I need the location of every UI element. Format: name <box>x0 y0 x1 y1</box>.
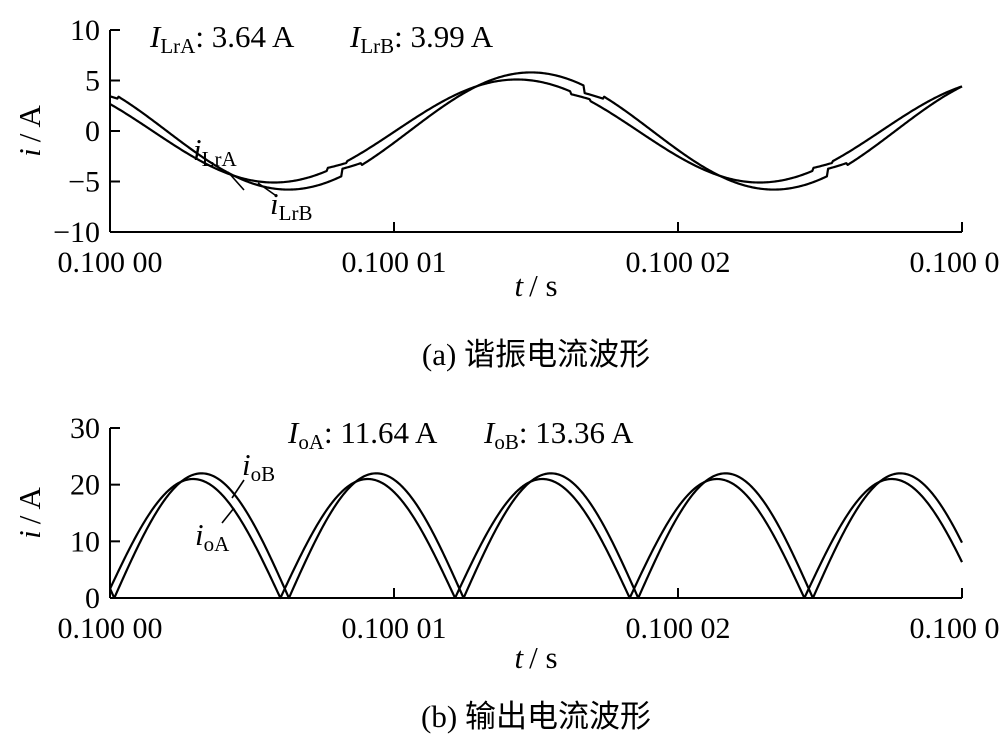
leader-line-ioa <box>221 507 235 524</box>
y-tick-label-a-1: 5 <box>85 65 100 98</box>
y-tick-label-a-2: 0 <box>85 115 100 148</box>
x-axis-label-a: t / s <box>514 268 557 303</box>
series-line-a-LrB <box>109 71 963 191</box>
series-label-ioa: ioA <box>195 517 230 556</box>
y-tick-label-b-2: 10 <box>70 525 100 558</box>
x-tick-label-b-3: 0.100 03 <box>910 612 1000 645</box>
x-tick-label-a-2: 0.100 02 <box>626 246 731 279</box>
series-line-a-LrA <box>109 78 963 184</box>
x-tick-label-a-3: 0.100 03 <box>910 246 1000 279</box>
y-tick-label-a-3: −5 <box>68 166 100 199</box>
caption-a: (a) 谐振电流波形 <box>422 337 650 372</box>
rms-annotation-a-2: ILrB: 3.99 A <box>349 19 494 58</box>
y-axis-label-a: i/ A <box>12 105 47 157</box>
y-tick-label-b-3: 0 <box>85 582 100 615</box>
y-tick-label-b-1: 20 <box>70 469 100 502</box>
series-line-b-oA <box>109 477 963 600</box>
x-tick-label-b-1: 0.100 01 <box>342 612 447 645</box>
series-label-ilrb: iLrB <box>270 186 312 225</box>
panel-b-output-current: 30 20 10 0 0.100 00 0.100 01 0.100 02 0.100 03… <box>12 412 1000 734</box>
x-axis-label-b: t / s <box>514 640 557 675</box>
series-line-b-oB <box>108 472 963 600</box>
leader-line-ilrb <box>257 182 276 196</box>
x-tick-label-b-0: 0.100 00 <box>58 612 163 645</box>
leader-line-iob <box>231 479 245 499</box>
x-tick-label-a-0: 0.100 00 <box>58 246 163 279</box>
rms-annotation-a-1: ILrA: 3.64 A <box>149 19 295 58</box>
y-axis-label-b: i/ A <box>12 487 47 539</box>
caption-b: (b) 输出电流波形 <box>421 699 651 734</box>
series-label-ilra: iLrA <box>193 132 237 171</box>
rms-annotation-b-1: IoA: 11.64 A <box>287 415 438 454</box>
panel-a-resonant-current: 10 5 0 −5 −10 0.100 00 0.100 01 0.100 02 0.100 … <box>12 14 1000 372</box>
y-tick-label-a-0: 10 <box>70 14 100 47</box>
y-tick-label-a-4: −10 <box>53 216 100 249</box>
series-label-iob: ioB <box>242 447 275 486</box>
rms-annotation-b-2: IoB: 13.36 A <box>483 415 634 454</box>
x-tick-label-a-1: 0.100 01 <box>342 246 447 279</box>
leader-line-ilra <box>227 171 245 191</box>
y-tick-label-b-0: 30 <box>70 412 100 445</box>
x-tick-label-b-2: 0.100 02 <box>626 612 731 645</box>
